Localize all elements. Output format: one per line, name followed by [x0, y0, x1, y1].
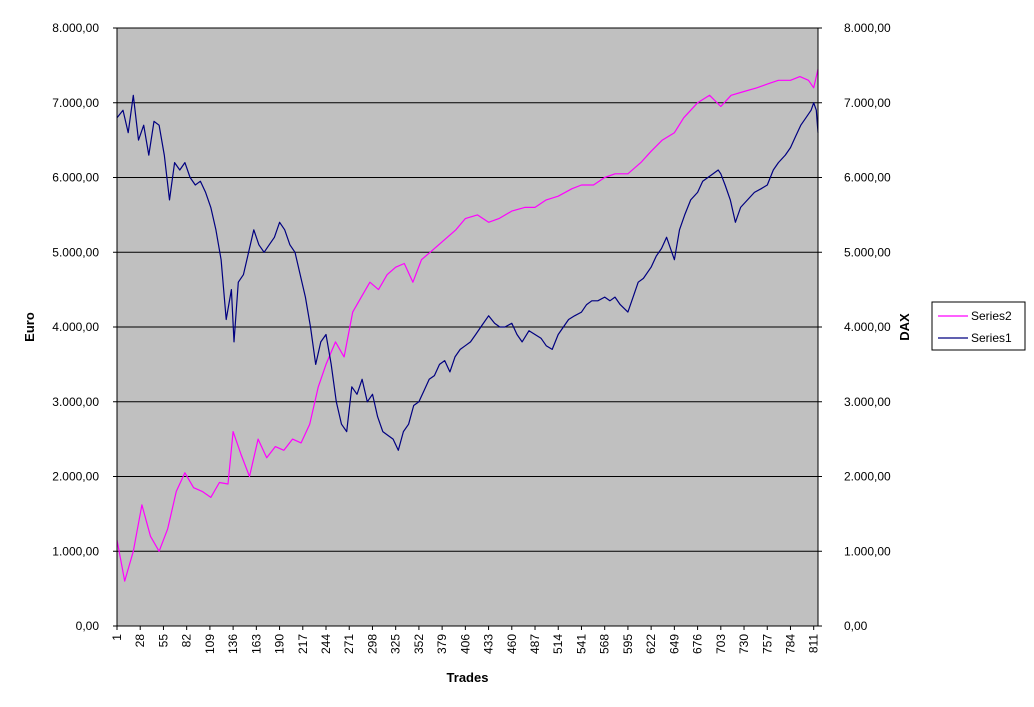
y-tick-label-right: 6.000,00	[844, 171, 891, 185]
x-tick-label: 109	[203, 634, 217, 654]
y-tick-label-right: 5.000,00	[844, 245, 891, 259]
x-tick-label: 406	[458, 634, 472, 654]
x-tick-label: 298	[365, 634, 379, 654]
y-tick-label-right: 2.000,00	[844, 470, 891, 484]
x-tick-label: 82	[180, 634, 194, 648]
y-axis-title-right: DAX	[897, 313, 912, 341]
legend: Series2 Series1	[931, 301, 1026, 351]
x-tick-label: 757	[760, 634, 774, 654]
x-tick-label: 784	[783, 634, 797, 654]
y-tick-label-right: 7.000,00	[844, 96, 891, 110]
y-tick-label-right: 0,00	[844, 619, 868, 633]
x-tick-label: 460	[505, 634, 519, 654]
x-tick-label: 28	[133, 634, 147, 648]
x-tick-label: 811	[807, 634, 821, 653]
x-tick-label: 1	[110, 634, 124, 641]
y-tick-label-left: 1.000,00	[52, 544, 99, 558]
axes: 0,00 0,00 1.000,00 1.000,00 2.000,00 2.000,00…	[52, 21, 891, 654]
series-line-series1	[116, 94, 819, 451]
x-tick-label: 514	[551, 634, 565, 654]
x-tick-label: 55	[156, 634, 170, 648]
x-tick-label: 595	[621, 634, 635, 654]
x-tick-label: 163	[249, 634, 263, 654]
y-tick-label-left: 6.000,00	[52, 171, 99, 185]
y-axis-title-left: Euro	[22, 312, 37, 342]
legend-label-series2: Series2	[971, 309, 1012, 323]
x-tick-label: 352	[412, 634, 426, 654]
x-tick-label: 379	[435, 634, 449, 654]
legend-box	[931, 301, 1026, 351]
x-tick-label: 190	[273, 634, 287, 654]
y-tick-label-right: 4.000,00	[844, 320, 891, 334]
x-tick-label: 244	[319, 634, 333, 654]
x-tick-label: 136	[226, 634, 240, 654]
x-tick-label: 217	[296, 634, 310, 654]
y-tick-label-left: 3.000,00	[52, 395, 99, 409]
y-tick-label-left: 5.000,00	[52, 245, 99, 259]
x-tick-label: 541	[574, 634, 588, 654]
y-tick-label-right: 1.000,00	[844, 544, 891, 558]
y-tick-label-right: 3.000,00	[844, 395, 891, 409]
x-tick-label: 649	[667, 634, 681, 654]
x-tick-label: 325	[389, 634, 403, 654]
x-tick-label: 568	[598, 634, 612, 654]
y-tick-label-left: 2.000,00	[52, 470, 99, 484]
x-axis-title: Trades	[447, 670, 489, 685]
y-tick-label-left: 4.000,00	[52, 320, 99, 334]
x-tick-label: 730	[737, 634, 751, 654]
y-tick-label-right: 8.000,00	[844, 21, 891, 35]
y-tick-label-left: 0,00	[76, 619, 100, 633]
x-tick-label: 433	[482, 634, 496, 654]
gridlines	[117, 27, 818, 552]
series-line-series2	[116, 68, 819, 582]
x-tick-label: 271	[342, 634, 356, 654]
x-tick-label: 622	[644, 634, 658, 654]
x-tick-label: 676	[691, 634, 705, 654]
legend-label-series1: Series1	[971, 331, 1012, 345]
y-tick-label-left: 8.000,00	[52, 21, 99, 35]
y-tick-label-left: 7.000,00	[52, 96, 99, 110]
series-layer	[116, 68, 819, 582]
x-tick-label: 703	[714, 634, 728, 654]
x-tick-label: 487	[528, 634, 542, 654]
